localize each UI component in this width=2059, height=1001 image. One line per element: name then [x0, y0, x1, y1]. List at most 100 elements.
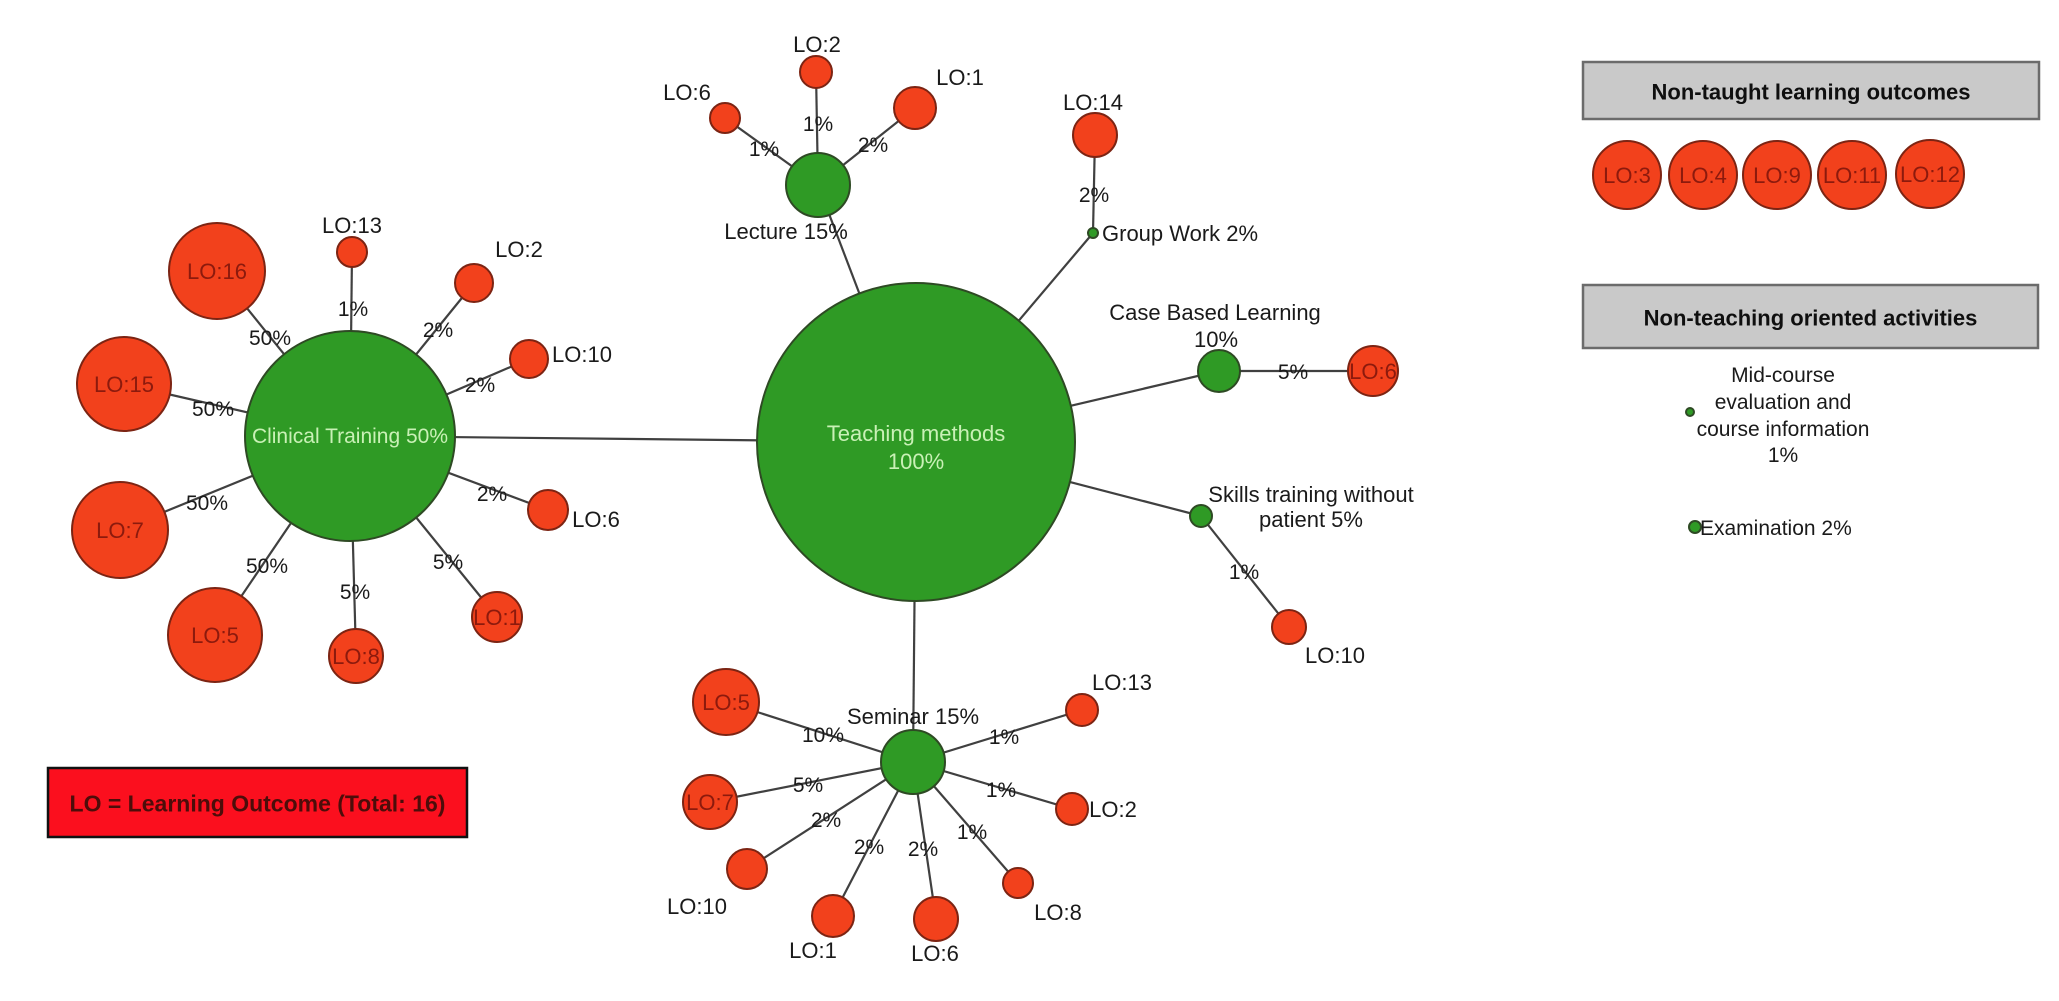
non-teaching-header	[1581, 283, 2040, 350]
lo6-seminar-label: LO:6	[911, 941, 959, 966]
edge-skills-training-lo10-skills	[1200, 515, 1290, 628]
case-based-learning-label: Case Based Learning	[1109, 300, 1321, 325]
lecture-label: Lecture 15%	[724, 219, 848, 244]
edge-label-clinical-training-lo16-clinical: 50%	[249, 327, 291, 350]
edge-label-seminar-lo13-seminar: 1%	[989, 726, 1019, 749]
lo2-clinical-label: LO:2	[495, 237, 543, 262]
lo5-seminar-label: LO:5	[702, 690, 750, 715]
lo10-seminar-label: LO:10	[667, 894, 727, 919]
lo14-groupwork-node	[1072, 112, 1118, 158]
edge-label-clinical-training-lo6-clinical: 2%	[477, 483, 507, 506]
lo2-seminar-node	[1055, 792, 1089, 826]
lo1-seminar-label: LO:1	[789, 938, 837, 963]
lo2-seminar-label: LO:2	[1089, 797, 1137, 822]
lo1-lecture-node	[893, 86, 937, 130]
skills-training-label-1: patient 5%	[1259, 507, 1363, 532]
lo12-legend-label: LO:12	[1900, 162, 1960, 187]
lo9-legend-node	[1742, 140, 1812, 210]
lo13-clinical-label: LO:13	[322, 213, 382, 238]
lecture-node	[785, 152, 851, 218]
edge-label-group-work-lo14-groupwork: 2%	[1079, 184, 1109, 207]
lo-abbreviation-box-label: LO = Learning Outcome (Total: 16)	[70, 791, 446, 817]
lo4-legend-node	[1668, 140, 1738, 210]
skills-training-node	[1189, 504, 1213, 528]
lo5-seminar-node	[692, 668, 760, 736]
edge-label-clinical-training-lo10-clinical: 2%	[465, 374, 495, 397]
midcourse-dot-label: Mid-course	[1731, 364, 1835, 387]
lo3-legend-node	[1592, 140, 1662, 210]
edge-label-clinical-training-lo5-clinical: 50%	[246, 555, 288, 578]
examination-dot-label: Examination 2%	[1700, 517, 1852, 540]
lo13-seminar-node	[1065, 693, 1099, 727]
edge-label-seminar-lo1-seminar: 2%	[854, 836, 884, 859]
edge-label-clinical-training-lo8-clinical: 5%	[340, 581, 370, 604]
case-based-learning-label-1: 10%	[1194, 327, 1238, 352]
lo5-clinical-label: LO:5	[191, 623, 239, 648]
teaching-methods-label: Teaching methods	[827, 421, 1006, 446]
midcourse-dot-label-2: course information	[1697, 418, 1870, 441]
lo10-clinical-node	[509, 339, 549, 379]
edge-label-seminar-lo2-seminar: 1%	[986, 779, 1016, 802]
clinical-training-node	[244, 330, 456, 542]
edge-label-seminar-lo8-seminar: 1%	[957, 821, 987, 844]
midcourse-dot-node	[1685, 407, 1695, 417]
lo-abbreviation-box	[46, 766, 469, 839]
seminar-node	[880, 729, 946, 795]
edge-label-clinical-training-lo13-clinical: 1%	[338, 298, 368, 321]
lo7-clinical-label: LO:7	[96, 518, 144, 543]
lo13-clinical-node	[336, 236, 368, 268]
edge-label-clinical-training-lo7-clinical: 50%	[186, 492, 228, 515]
lo4-legend-label: LO:4	[1679, 163, 1727, 188]
edge-label-lecture-lo6-lecture: 1%	[749, 138, 779, 161]
edge-label-clinical-training-lo1-clinical: 5%	[433, 551, 463, 574]
lo2-lecture-node	[799, 55, 833, 89]
group-work-label: Group Work 2%	[1102, 221, 1258, 246]
lo9-legend-label: LO:9	[1753, 163, 1801, 188]
non-taught-header	[1581, 60, 2041, 121]
lo1-lecture-label: LO:1	[936, 65, 984, 90]
lo10-skills-node	[1271, 609, 1307, 645]
examination-dot-node	[1688, 520, 1702, 534]
lo16-clinical-node	[168, 222, 266, 320]
non-teaching-header-label: Non-teaching oriented activities	[1644, 306, 1978, 331]
edge-label-seminar-lo5-seminar: 10%	[802, 724, 844, 747]
lo10-skills-label: LO:10	[1305, 643, 1365, 668]
clinical-training-label: Clinical Training 50%	[252, 425, 448, 448]
lo6-seminar-node	[913, 896, 959, 942]
edge-label-clinical-training-lo2-clinical: 2%	[423, 319, 453, 342]
labels-layer: Teaching methods 100% Clinical Training 50…	[70, 32, 1978, 966]
edge-label-seminar-lo10-seminar: 2%	[811, 809, 841, 832]
lo12-legend-node	[1895, 139, 1965, 209]
lo7-seminar-node	[682, 774, 738, 830]
edge-label-lecture-lo2-lecture: 1%	[803, 113, 833, 136]
lo6-clinical-node	[527, 489, 569, 531]
lo15-clinical-label: LO:15	[94, 372, 154, 397]
midcourse-dot-label-1: evaluation and	[1715, 391, 1852, 414]
lo6-clinical-label: LO:6	[572, 507, 620, 532]
lo6-lecture-label: LO:6	[663, 80, 711, 105]
lo1-clinical-label: LO:1	[473, 605, 521, 630]
lo6-lecture-node	[709, 102, 741, 134]
lo1-seminar-node	[811, 894, 855, 938]
lo16-clinical-label: LO:16	[187, 259, 247, 284]
edge-label-seminar-lo6-seminar: 2%	[908, 838, 938, 861]
group-work-node	[1087, 227, 1099, 239]
lo6-cbl-label: LO:6	[1349, 359, 1397, 384]
lo11-legend-node	[1817, 140, 1887, 210]
non-taught-header-label: Non-taught learning outcomes	[1652, 80, 1971, 105]
legend-layer	[46, 60, 2041, 839]
lo1-clinical-node	[471, 591, 523, 643]
edge-label-seminar-lo7-seminar: 5%	[793, 774, 823, 797]
lo2-lecture-label: LO:2	[793, 32, 841, 57]
lo8-clinical-label: LO:8	[332, 644, 380, 669]
nodes-layer	[71, 55, 1965, 942]
seminar-label: Seminar 15%	[847, 704, 979, 729]
midcourse-dot-label-3: 1%	[1768, 444, 1798, 467]
lo10-seminar-node	[726, 848, 768, 890]
edge-label-skills-training-lo10-skills: 1%	[1229, 561, 1259, 584]
lo8-seminar-label: LO:8	[1034, 900, 1082, 925]
edge-label-lecture-lo1-lecture: 2%	[858, 134, 888, 157]
teaching-methods-label-1: 100%	[888, 449, 944, 474]
